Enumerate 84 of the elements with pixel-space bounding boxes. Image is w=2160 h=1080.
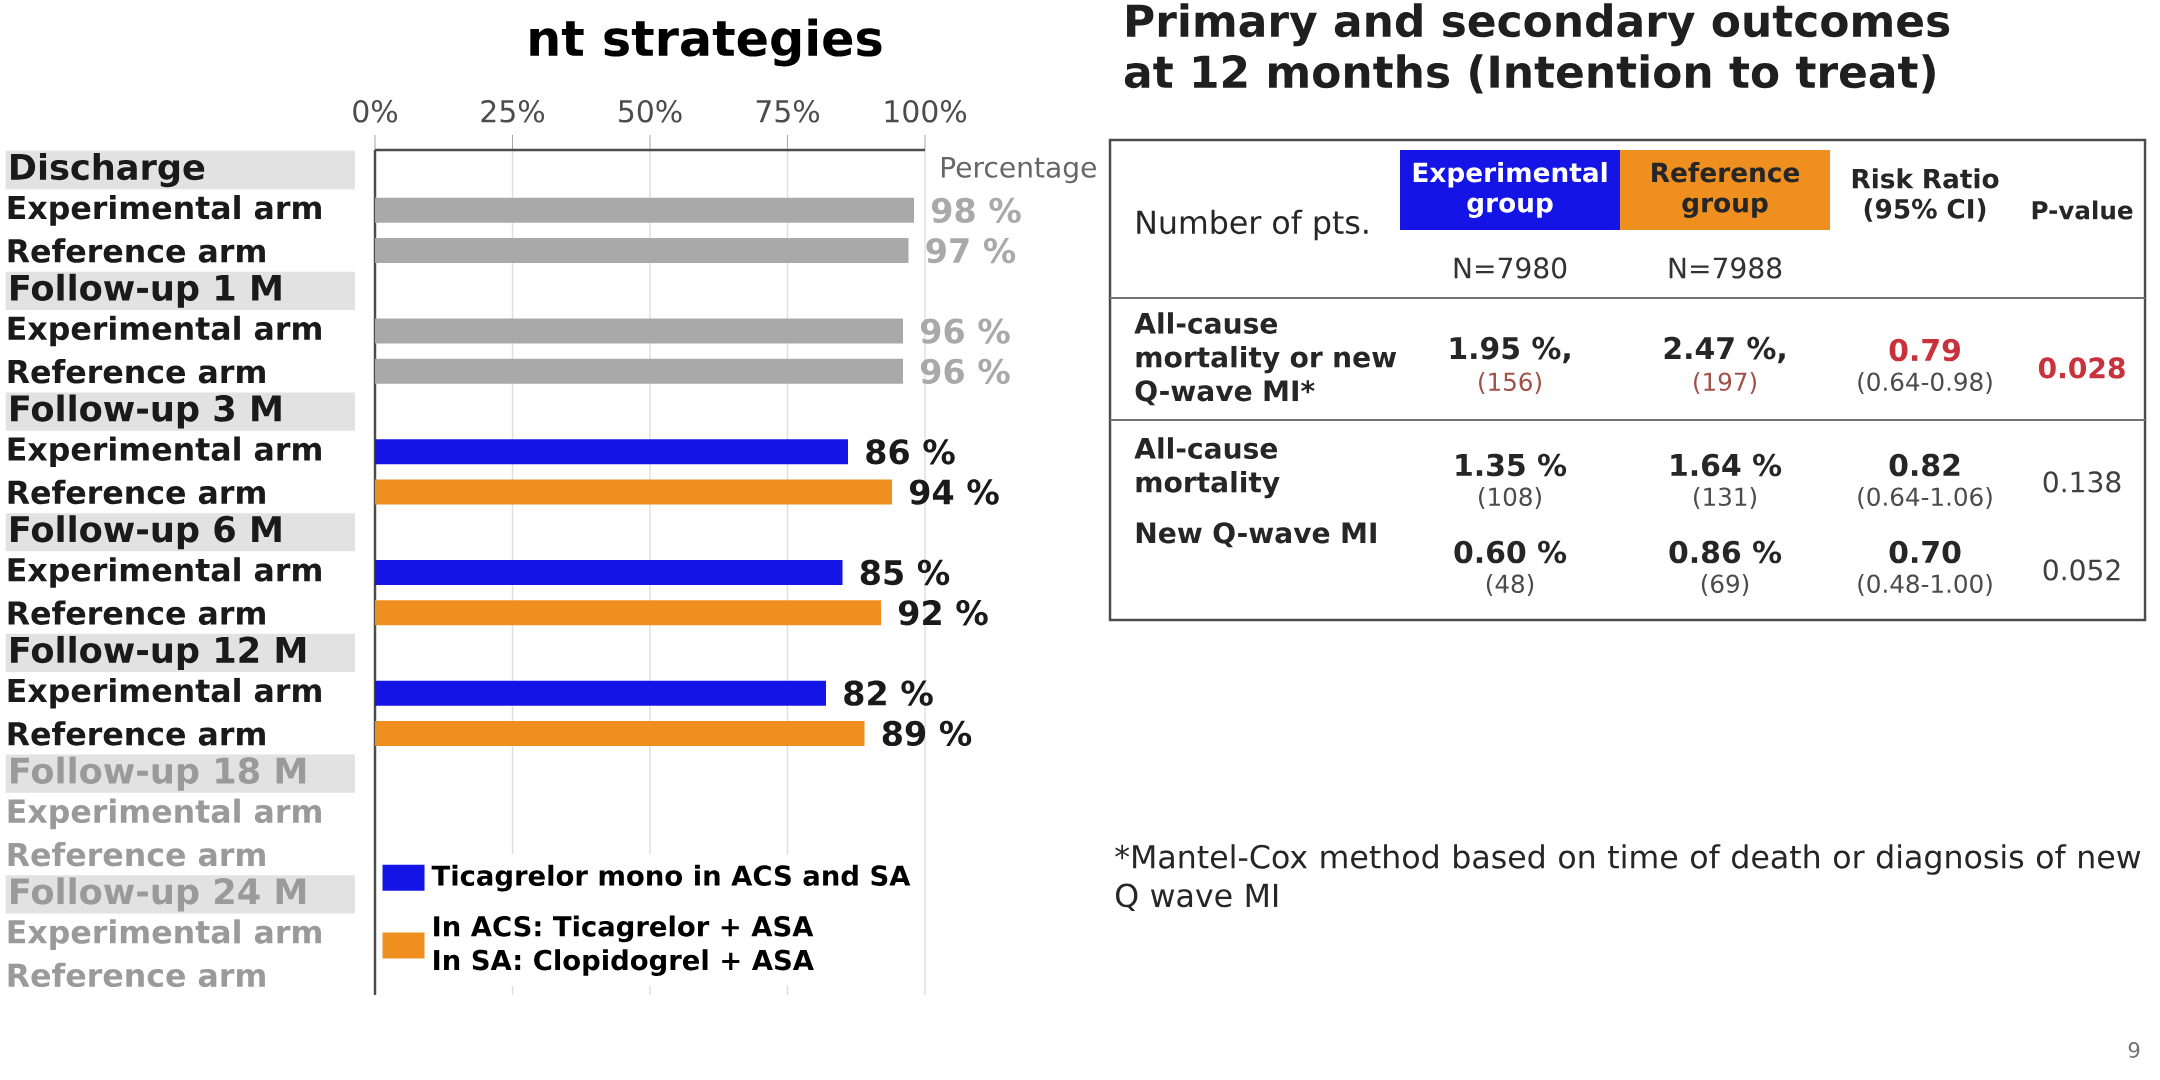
text: Experimental group	[1413, 162, 1607, 218]
y-tick-label: Reference arm	[8, 841, 265, 867]
y-tick-label: Reference arm	[8, 721, 265, 746]
text: 1.64 %	[1671, 453, 1782, 477]
y-tick-label: Experimental arm	[8, 677, 321, 709]
chart-title: nt strategies	[530, 18, 882, 67]
x-tick-label: 100%	[885, 99, 967, 123]
text: (0.64-1.06)	[1858, 487, 1992, 509]
text: (0.48-1.00)	[1858, 574, 1992, 596]
text: 0.60 %	[1454, 540, 1567, 564]
x-tick-label: 75%	[756, 99, 820, 123]
text: (197)	[1694, 372, 1756, 394]
y-tick-label: Discharge	[11, 152, 205, 188]
y-tick-label: Reference arm	[8, 962, 265, 988]
legend-label: Ticagrelor mono in ACS and SA	[431, 864, 911, 892]
data-label: 89 %	[882, 720, 972, 747]
text: 2.47 %,	[1664, 336, 1785, 364]
y-tick-label: Experimental arm	[8, 557, 321, 588]
y-tick-label: Experimental arm	[8, 798, 321, 830]
text: 1.35 %	[1456, 453, 1567, 477]
text: All-cause mortality or new Q-wave MI*	[1134, 312, 1397, 406]
data-label: 96 %	[920, 318, 1010, 344]
text: (48)	[1486, 574, 1534, 596]
bar	[375, 197, 914, 223]
text: (156)	[1479, 372, 1541, 394]
data-label: 92 %	[898, 600, 988, 626]
text: N=7988	[1669, 257, 1782, 279]
bar	[375, 439, 849, 465]
text: Percentage	[941, 156, 1096, 184]
y-tick-label: Experimental arm	[8, 919, 321, 950]
text: New Q-wave MI	[1136, 522, 1376, 548]
bar	[375, 720, 865, 746]
text: Risk Ratio (95% CI)	[1852, 168, 1999, 222]
y-tick-label: Experimental arm	[8, 315, 321, 347]
data-label: 98 %	[931, 197, 1021, 223]
text: 0.86 %	[1669, 540, 1782, 564]
text: 0.70	[1889, 540, 1961, 564]
y-tick-label: Reference arm	[8, 600, 265, 625]
x-tick-label: 0%	[353, 99, 398, 123]
bar	[375, 560, 843, 585]
y-tick-label: Experimental arm	[8, 195, 321, 226]
text: Number of pts.	[1137, 209, 1368, 241]
text: 0.028	[2038, 357, 2125, 379]
data-label: 86 %	[866, 439, 955, 465]
y-tick-label: Follow-up 12 M	[11, 635, 306, 670]
text: 0.82	[1889, 453, 1960, 477]
text: All-cause mortality	[1134, 437, 1280, 499]
bar	[375, 479, 893, 505]
y-tick-label: Reference arm	[8, 359, 265, 384]
text: (108)	[1479, 487, 1541, 509]
text: P-value	[2032, 200, 2133, 220]
bar	[375, 238, 909, 264]
x-tick-label: 25%	[481, 99, 545, 123]
text: N=7980	[1454, 257, 1567, 279]
text: 0.79	[1889, 338, 1960, 362]
text: Primary and secondary outcomes at 12 months (Intention to treat)	[1124, 3, 1950, 94]
bar	[375, 358, 904, 384]
y-tick-label: Follow-up 3 M	[11, 394, 281, 429]
data-label: 96 %	[920, 358, 1010, 384]
text: *Mantel-Cox method based on time of death or diagnosis of new Q wave MI	[1115, 844, 2141, 911]
text: (69)	[1701, 574, 1749, 596]
bar	[375, 318, 904, 344]
text: 9	[2128, 1042, 2140, 1058]
text: (0.64-0.98)	[1858, 372, 1992, 394]
y-tick-label: Follow-up 24 M	[11, 877, 306, 912]
data-label: 94 %	[909, 479, 999, 505]
y-tick-label: Follow-up 18 M	[11, 756, 306, 791]
text: 0.052	[2043, 559, 2120, 581]
data-label: 97 %	[926, 237, 1016, 264]
y-tick-label: Experimental arm	[8, 436, 321, 468]
y-tick-label: Follow-up 6 M	[11, 515, 281, 550]
data-label: 85 %	[860, 559, 950, 586]
bar	[375, 600, 882, 626]
y-tick-label: Reference arm	[8, 238, 265, 263]
y-tick-label: Follow-up 1 M	[11, 273, 281, 308]
y-tick-label: Reference arm	[8, 479, 265, 505]
text: Reference group	[1652, 162, 1800, 218]
x-tick-label: 50%	[619, 99, 682, 123]
legend-label: In ACS: Ticagrelor + ASA In SA: Clopidogrel + ASA	[434, 915, 814, 976]
data-label: 82 %	[844, 680, 933, 706]
bar	[375, 680, 827, 706]
text: 1.95 %,	[1450, 336, 1570, 364]
text: (131)	[1694, 487, 1756, 509]
text: 0.138	[2043, 471, 2121, 493]
